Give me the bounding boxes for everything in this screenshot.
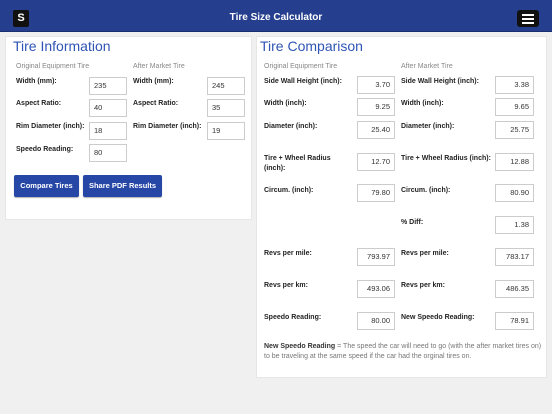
oe-radius-value: 12.70 (357, 153, 395, 171)
speedo-reading-label: Speedo Reading: (16, 146, 74, 153)
speedo-reading-input[interactable]: 80 (89, 144, 127, 162)
pct-diff-label: % Diff: (401, 219, 424, 226)
oe-width-inch-label: Width (inch): (264, 100, 307, 107)
am-revs-mile-value: 783.17 (495, 248, 534, 266)
oe-rim-input[interactable]: 18 (89, 122, 127, 140)
am-width-inch-label: Width (inch): (401, 100, 444, 107)
oe-circum-label: Circum. (inch): (264, 187, 314, 194)
compare-tires-button[interactable]: Compare Tires (14, 175, 79, 197)
am-diameter-value: 25.75 (495, 121, 534, 139)
new-speedo-note: New Speedo Reading = The speed the car w… (264, 342, 546, 361)
am-radius-label: Tire + Wheel Radius (inch): (401, 155, 491, 162)
oe-width-inch-value: 9.25 (357, 98, 395, 116)
app-header: S Tire Size Calculator (0, 0, 552, 32)
oe-radius-label: Tire + Wheel Radius (inch): (264, 155, 331, 172)
app-logo-icon: S (13, 10, 29, 27)
am-width-input[interactable]: 245 (207, 77, 245, 95)
am-aspect-input[interactable]: 35 (207, 99, 245, 117)
am-width-label: Width (mm): (133, 78, 174, 85)
oe-diameter-value: 25.40 (357, 121, 395, 139)
pct-diff-value: 1.38 (495, 216, 534, 234)
am-rim-label: Rim Diameter (inch): (133, 123, 202, 130)
app-title: Tire Size Calculator (229, 12, 323, 23)
oe-aspect-label: Aspect Ratio: (16, 100, 62, 107)
am-revs-mile-label: Revs per mile: (401, 250, 449, 257)
am-circum-value: 80.90 (495, 184, 534, 202)
oe-aspect-input[interactable]: 40 (89, 99, 127, 117)
oe-circum-value: 79.80 (357, 184, 395, 202)
am-aspect-label: Aspect Ratio: (133, 100, 179, 107)
new-speedo-label: New Speedo Reading: (401, 314, 475, 321)
oe-revs-mile-value: 793.97 (357, 248, 395, 266)
share-pdf-button[interactable]: Share PDF Results (83, 175, 162, 197)
oe-sidewall-label: Side Wall Height (inch): (264, 78, 342, 85)
oe-rim-label: Rim Diameter (inch): (16, 123, 85, 130)
oe-revs-km-value: 493.06 (357, 280, 395, 298)
oe-speedo-value: 80.00 (357, 312, 395, 330)
tire-information-heading: Tire Information (13, 38, 111, 54)
am-diameter-label: Diameter (inch): (401, 123, 455, 130)
comparison-am-subheading: After Market Tire (401, 63, 453, 70)
oe-subheading: Original Equipment Tire (16, 63, 90, 70)
note-text: = The speed the car will need to go (wit… (264, 343, 542, 360)
oe-diameter-label: Diameter (inch): (264, 123, 318, 130)
am-width-inch-value: 9.65 (495, 98, 534, 116)
oe-width-label: Width (mm): (16, 78, 57, 85)
comparison-oe-subheading: Original Equipment Tire (264, 63, 338, 70)
tire-comparison-heading: Tire Comparison (260, 38, 363, 54)
am-revs-km-label: Revs per km: (401, 282, 445, 289)
am-radius-value: 12.88 (495, 153, 534, 171)
am-sidewall-value: 3.38 (495, 76, 534, 94)
oe-revs-mile-label: Revs per mile: (264, 250, 312, 257)
am-revs-km-value: 486.35 (495, 280, 534, 298)
am-subheading: After Market Tire (133, 63, 185, 70)
oe-width-input[interactable]: 235 (89, 77, 127, 95)
note-term: New Speedo Reading (264, 343, 336, 350)
oe-speedo-label: Speedo Reading: (264, 314, 322, 321)
am-circum-label: Circum. (inch): (401, 187, 451, 194)
am-sidewall-label: Side Wall Height (inch): (401, 78, 479, 85)
am-rim-input[interactable]: 19 (207, 122, 245, 140)
hamburger-menu-icon[interactable] (517, 10, 539, 27)
oe-sidewall-value: 3.70 (357, 76, 395, 94)
new-speedo-value: 78.91 (495, 312, 534, 330)
oe-revs-km-label: Revs per km: (264, 282, 308, 289)
